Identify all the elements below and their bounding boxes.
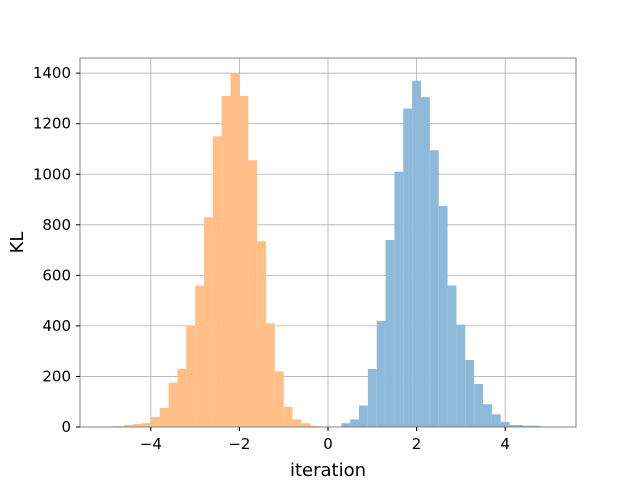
- histogram-bar: [283, 406, 293, 427]
- histogram-bar: [195, 285, 204, 427]
- histogram-bar: [266, 323, 275, 427]
- histogram-bar: [221, 95, 231, 428]
- histogram-bar: [124, 424, 134, 427]
- histogram-bar: [248, 160, 258, 427]
- histogram-bar: [403, 108, 413, 427]
- histogram-bar: [186, 325, 196, 427]
- y-tick-label: 1200: [33, 115, 71, 133]
- histogram-bar: [150, 416, 160, 427]
- histogram-bar: [376, 320, 386, 427]
- y-tick-label: 1400: [33, 64, 71, 82]
- histogram-bar: [310, 425, 320, 427]
- histogram-bar: [212, 136, 222, 428]
- x-axis-label: iteration: [290, 460, 366, 480]
- histogram-bar: [257, 241, 266, 427]
- histogram-bar: [350, 419, 359, 427]
- x-tick-label: −4: [140, 435, 162, 453]
- histogram-bar: [500, 421, 510, 427]
- histogram-bar: [394, 171, 404, 427]
- histogram-bar: [438, 205, 448, 427]
- x-tick-label: 2: [412, 435, 422, 453]
- y-tick-label: 1000: [33, 165, 71, 183]
- histogram-bar: [359, 405, 368, 427]
- histogram-bar: [239, 95, 249, 428]
- histogram-bar: [168, 382, 178, 427]
- y-tick-label: 200: [42, 367, 71, 385]
- histogram-bar: [491, 414, 501, 427]
- histogram-bar: [367, 368, 377, 427]
- histogram-bar: [412, 80, 421, 427]
- x-tick-label: 4: [500, 435, 510, 453]
- histogram-bar: [159, 408, 169, 427]
- histogram-bar: [204, 217, 213, 427]
- histogram-bar: [133, 423, 142, 427]
- histogram-bar: [142, 423, 151, 427]
- histogram-bar: [230, 73, 240, 428]
- histogram-bar: [292, 419, 302, 427]
- x-tick-label: 0: [323, 435, 333, 453]
- histogram-bar: [429, 150, 439, 427]
- histogram-bar: [474, 384, 483, 427]
- histogram-bars: [106, 73, 559, 428]
- histogram-bar: [456, 324, 466, 427]
- histogram-bar: [274, 371, 284, 427]
- histogram-bar: [483, 404, 492, 427]
- histogram-bar: [301, 423, 311, 427]
- histogram-bar: [341, 423, 351, 427]
- histogram-bar: [385, 239, 395, 427]
- y-axis-label: KL: [7, 232, 28, 254]
- histogram-bar: [421, 97, 430, 428]
- y-axis-ticks: 0 200 400 600 800 1000 1200 1400: [33, 64, 80, 436]
- x-axis-ticks: −4 −2 0 2 4: [140, 427, 510, 453]
- histogram-bar: [509, 424, 523, 427]
- histogram-bar: [522, 425, 541, 427]
- histogram-bar: [447, 285, 457, 427]
- y-tick-label: 800: [42, 216, 71, 234]
- y-tick-label: 0: [61, 418, 71, 436]
- histogram-bar: [177, 368, 187, 427]
- x-tick-label: −2: [228, 435, 250, 453]
- y-tick-label: 600: [42, 266, 71, 284]
- histogram-bar: [465, 360, 475, 427]
- y-tick-label: 400: [42, 317, 71, 335]
